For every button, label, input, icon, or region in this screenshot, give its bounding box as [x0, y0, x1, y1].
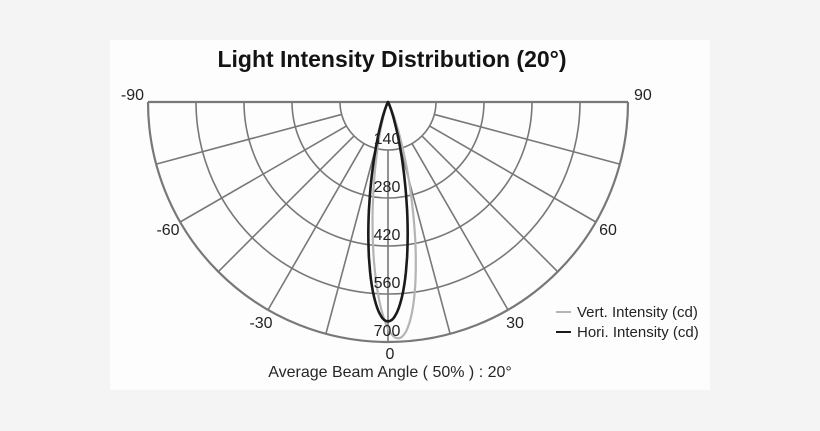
angle-tick-label-60: 60 [599, 222, 617, 239]
legend-item-vertical-intensity: Vert. Intensity (cd) [556, 302, 699, 322]
angle-tick-label--90: -90 [121, 87, 144, 104]
grid-spoke-30 [411, 143, 509, 311]
angle-tick-label--60: -60 [156, 222, 179, 239]
angle-tick-label-90: 90 [634, 87, 652, 104]
grid-spoke--45 [217, 135, 355, 273]
grid-spoke--75 [155, 113, 342, 165]
legend: Vert. Intensity (cd) Hori. Intensity (cd… [556, 302, 699, 342]
radial-tick-label-560: 560 [374, 275, 401, 292]
angle-tick-label-30: 30 [506, 315, 524, 332]
grid-arc-140 [339, 101, 437, 151]
legend-item-horizontal-intensity: Hori. Intensity (cd) [556, 322, 699, 342]
radial-tick-label-280: 280 [374, 179, 401, 196]
grid-spoke--60 [179, 125, 347, 223]
grid-spoke-60 [429, 125, 597, 223]
curve-horizontal-intensity [367, 100, 409, 323]
radial-tick-label-700: 700 [374, 323, 401, 340]
legend-line-swatch-horizontal [556, 331, 571, 333]
legend-line-swatch-vertical [556, 311, 571, 313]
grid-spoke--30 [267, 143, 365, 311]
angle-tick-label--30: -30 [249, 315, 272, 332]
chart-panel [110, 40, 710, 390]
grid-spoke-75 [434, 113, 621, 165]
radial-tick-label-420: 420 [374, 227, 401, 244]
radial-tick-label-140: 140 [374, 131, 401, 148]
grid-spoke-45 [421, 135, 559, 273]
legend-label-horizontal: Hori. Intensity (cd) [577, 323, 699, 341]
grid-spoke--15 [325, 148, 377, 335]
legend-label-vertical: Vert. Intensity (cd) [577, 303, 698, 321]
angle-tick-label-0: 0 [386, 346, 395, 363]
chart-title: Light Intensity Distribution (20°) [217, 46, 567, 72]
beam-angle-caption: Average Beam Angle ( 50% ) : 20° [268, 364, 512, 381]
